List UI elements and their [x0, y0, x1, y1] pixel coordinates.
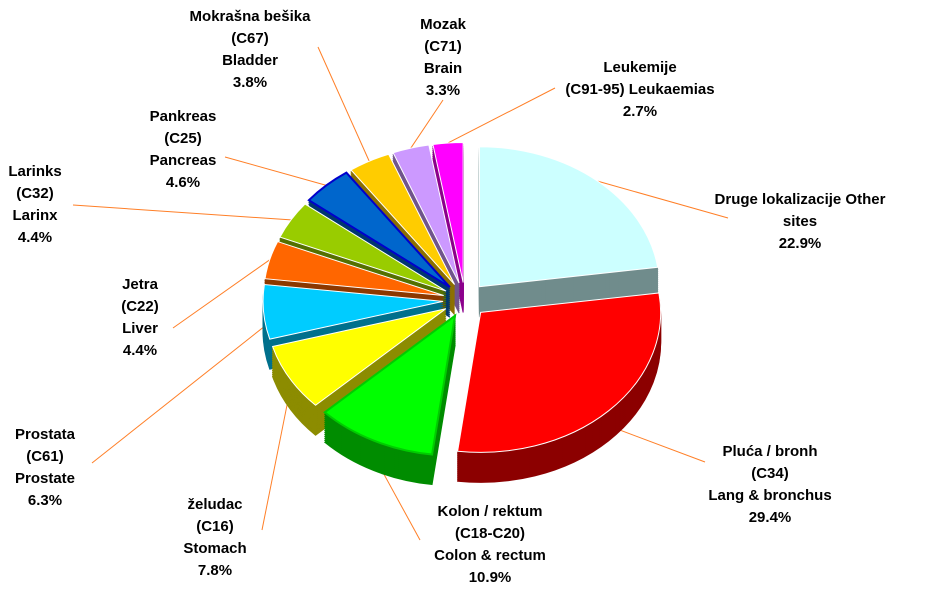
- leader-line: [91, 326, 264, 464]
- leader-line: [410, 99, 444, 149]
- leader-line: [597, 180, 729, 219]
- value-label: 2.7%: [623, 103, 657, 120]
- slice: [307, 171, 451, 289]
- value-label: 4.4%: [18, 229, 52, 246]
- slice-label: (C61): [26, 448, 64, 465]
- slice-label: Liver: [122, 320, 158, 337]
- slice-label: Prostate: [15, 470, 75, 487]
- slice-label: (C25): [164, 130, 202, 147]
- slice-label: (C16): [196, 518, 234, 535]
- slice: [271, 308, 447, 406]
- slice-label: Pankreas: [150, 108, 217, 125]
- slice: [392, 144, 460, 284]
- slice-label: (C32): [16, 185, 54, 202]
- slice-label: Colon & rectum: [434, 547, 546, 564]
- slice-label: Lang & bronchus: [708, 487, 831, 504]
- slice-label: Brain: [424, 60, 462, 77]
- value-label: 3.3%: [426, 82, 460, 99]
- value-label: 29.4%: [749, 509, 792, 526]
- slice-label: Larinks: [8, 163, 61, 180]
- slice-label: Larinx: [12, 207, 58, 224]
- leader-line: [317, 46, 370, 162]
- slice-label: Druge lokalizacije Other: [715, 191, 886, 208]
- slice: [350, 153, 456, 285]
- leader-line: [172, 259, 270, 329]
- leader-line: [608, 425, 706, 463]
- leader-line: [261, 392, 290, 531]
- leader-line: [224, 156, 327, 186]
- value-label: 4.4%: [123, 342, 157, 359]
- slice-label: (C71): [424, 38, 462, 55]
- slice-label: Mokrašna bešika: [190, 8, 312, 25]
- value-label: 3.8%: [233, 74, 267, 91]
- value-label: 7.8%: [198, 562, 232, 579]
- slice-label: Prostata: [15, 426, 76, 443]
- leader-lines: [72, 46, 729, 541]
- value-label: 22.9%: [779, 235, 822, 252]
- leader-line: [72, 204, 292, 221]
- slice-label: (C18-C20): [455, 525, 525, 542]
- slice: [323, 313, 457, 456]
- slice-label: Kolon / rektum: [437, 503, 542, 520]
- slice-label: (C22): [121, 298, 159, 315]
- slice-label: (C34): [751, 465, 789, 482]
- slice-label: sites: [783, 213, 817, 230]
- value-label: 6.3%: [28, 492, 62, 509]
- slice: [432, 141, 464, 283]
- slice-label: želudac: [187, 496, 242, 513]
- slice: [279, 203, 447, 292]
- slice-label: Pancreas: [150, 152, 217, 169]
- slice-label: Mozak: [420, 16, 467, 33]
- slice: [264, 240, 444, 297]
- slice-label: (C67): [231, 30, 269, 47]
- slice: [457, 292, 662, 453]
- slice-label: Bladder: [222, 52, 278, 69]
- value-label: 4.6%: [166, 174, 200, 191]
- slice-label: Stomach: [183, 540, 246, 557]
- slice-label: Pluća / bronh: [722, 443, 817, 460]
- slice-label: Leukemije: [603, 59, 676, 76]
- slice-label: (C91-95) Leukaemias: [565, 81, 714, 98]
- leader-line: [447, 87, 556, 144]
- pie: [262, 141, 662, 486]
- slice: [478, 146, 659, 288]
- value-label: 10.9%: [469, 569, 512, 586]
- slice-label: Jetra: [122, 276, 159, 293]
- slice: [262, 283, 444, 340]
